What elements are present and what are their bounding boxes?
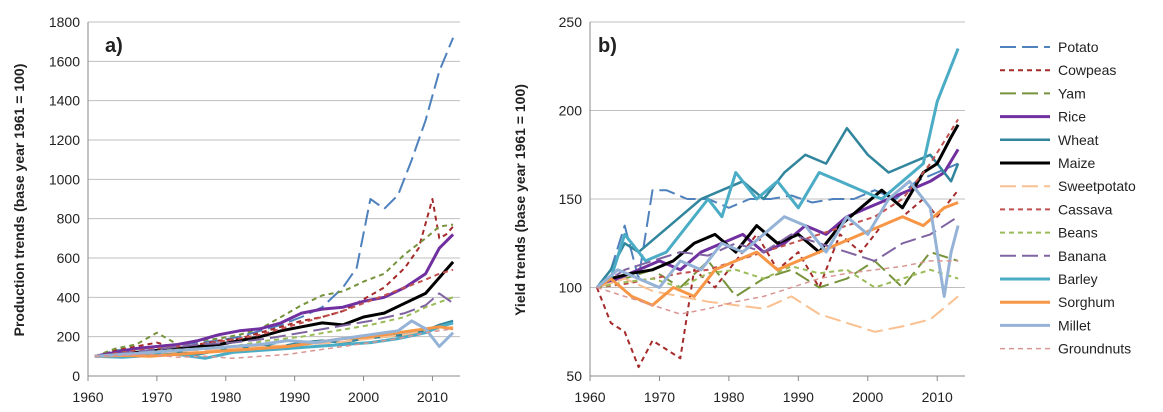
series-line-cassava-a bbox=[94, 268, 454, 358]
x-tick-label-a: 1970 bbox=[141, 389, 172, 405]
chart-panel-a: a) Production trends (base year 1961 = 1… bbox=[11, 14, 460, 405]
legend-label-wheat: Wheat bbox=[1058, 132, 1099, 148]
series-line-millet-a bbox=[94, 319, 455, 358]
y-tick-label-b: 150 bbox=[559, 191, 583, 207]
y-tick-label-a: 1400 bbox=[49, 93, 80, 109]
x-tick-label-a: 2010 bbox=[417, 389, 448, 405]
legend-label-barley: Barley bbox=[1058, 271, 1098, 287]
series-line-sweetpotato-b bbox=[596, 277, 959, 333]
legend-label-groundnuts: Groundnuts bbox=[1058, 341, 1131, 357]
series-line-rice-b bbox=[596, 148, 960, 289]
series-line-maize-b bbox=[596, 123, 960, 289]
y-tick-label-a: 1600 bbox=[49, 53, 80, 69]
series-line-barley-b bbox=[596, 48, 960, 289]
y-tick-label-a: 200 bbox=[57, 329, 81, 345]
x-tick-label-b: 1990 bbox=[783, 389, 814, 405]
y-tick-label-b: 200 bbox=[559, 103, 583, 119]
series-line-cowpeas-a bbox=[94, 198, 454, 358]
legend-label-cowpeas: Cowpeas bbox=[1058, 62, 1116, 78]
y-tick-label-a: 800 bbox=[57, 211, 81, 227]
x-tick-label-b: 1960 bbox=[574, 389, 605, 405]
series-line-yam-b bbox=[596, 251, 959, 298]
series-line-yam-a bbox=[94, 223, 454, 358]
legend-label-sorghum: Sorghum bbox=[1058, 294, 1115, 310]
series-line-beans-b bbox=[596, 265, 959, 289]
legend-label-banana: Banana bbox=[1058, 248, 1106, 264]
y-tick-label-a: 600 bbox=[57, 250, 81, 266]
legend-label-beans: Beans bbox=[1058, 225, 1098, 241]
series-line-groundnuts-b bbox=[596, 260, 959, 315]
x-tick-label-a: 1960 bbox=[72, 389, 103, 405]
panel-label-b: b) bbox=[598, 35, 617, 57]
x-tick-label-a: 2000 bbox=[348, 389, 379, 405]
y-tick-label-a: 1200 bbox=[49, 132, 80, 148]
y-tick-label-a: 400 bbox=[57, 289, 81, 305]
series-line-millet-b bbox=[595, 179, 960, 298]
series-line-banana-b bbox=[596, 215, 959, 289]
legend-label-rice: Rice bbox=[1058, 109, 1086, 125]
y-tick-label-b: 250 bbox=[559, 14, 583, 30]
x-tick-label-b: 2000 bbox=[852, 389, 883, 405]
x-tick-label-b: 2010 bbox=[922, 389, 953, 405]
x-tick-label-a: 1980 bbox=[210, 389, 241, 405]
y-axis-label-a: Production trends (base year 1961 = 100) bbox=[11, 64, 27, 337]
panel-label-a: a) bbox=[105, 35, 123, 57]
legend: Potato Cowpeas Yam Rice Wheat Maize Sweetpotat… bbox=[1000, 39, 1136, 357]
y-tick-label-b: 100 bbox=[559, 280, 583, 296]
x-tick-label-a: 1990 bbox=[279, 389, 310, 405]
legend-label-sweetpotato: Sweetpotato bbox=[1058, 178, 1136, 194]
x-tick-label-b: 1970 bbox=[644, 389, 675, 405]
legend-label-maize: Maize bbox=[1058, 155, 1096, 171]
series-line-banana-a bbox=[94, 292, 454, 358]
x-tick-label-b: 1980 bbox=[713, 389, 744, 405]
legend-label-cassava: Cassava bbox=[1058, 201, 1113, 217]
legend-label-yam: Yam bbox=[1058, 85, 1086, 101]
y-tick-label-a: 1800 bbox=[49, 14, 80, 30]
series-line-cowpeas-b bbox=[595, 189, 959, 369]
y-tick-label-a: 1000 bbox=[49, 171, 80, 187]
legend-label-potato: Potato bbox=[1058, 39, 1099, 55]
chart-panel-b: b) Yield trends (base year 1961 = 100) 5… bbox=[512, 14, 965, 405]
y-tick-label-b: 50 bbox=[566, 368, 582, 384]
y-axis-label-b: Yield trends (base year 1961 = 100) bbox=[512, 84, 528, 316]
series-line-groundnuts-a bbox=[94, 328, 454, 360]
y-tick-label-a: 0 bbox=[72, 368, 80, 384]
legend-label-millet: Millet bbox=[1058, 317, 1091, 333]
series-line-potato-a bbox=[94, 37, 455, 358]
